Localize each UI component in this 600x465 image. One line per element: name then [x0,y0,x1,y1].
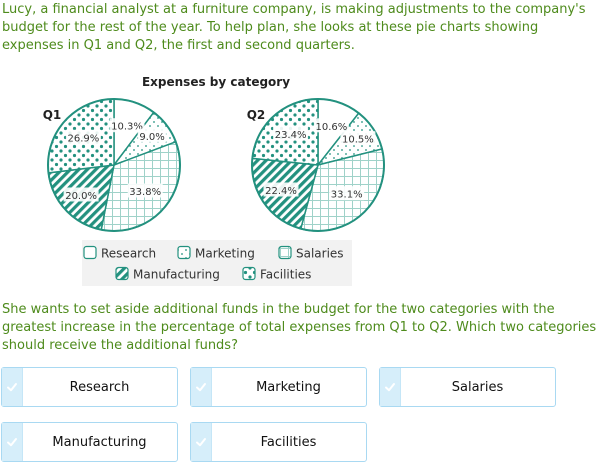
data-label-bg [137,128,167,143]
chart-title: Expenses by category [142,75,290,89]
choice-salaries[interactable]: Salaries [379,367,556,407]
data-label-q2-marketing: 10.5% [342,135,374,146]
data-label-q2-salaries: 33.1% [331,190,363,201]
data-label-q2-facilities: 23.4% [275,130,307,141]
data-label-bg [263,182,299,197]
pie-label-q2: Q2 [247,108,266,122]
choice-label: Salaries [451,379,504,395]
pie-outline [47,98,181,232]
intro-text: Lucy, a financial analyst at a furniture… [2,2,586,53]
checkmark-icon [7,383,17,392]
data-label-q1-manufacturing: 20.0% [65,191,97,202]
checkmark-icon [7,438,17,447]
choice-facilities[interactable]: Facilities [190,422,367,462]
data-label-bg [109,118,145,133]
data-label-bg [340,131,376,146]
data-label-q1-facilities: 26.9% [68,133,100,144]
question-prompt: She wants to set aside additional funds … [2,302,597,353]
choice-tab [2,368,23,406]
data-label-bg [65,129,101,144]
choice-tab [380,368,401,406]
choice-tab [191,368,212,406]
pie-label-q1: Q1 [43,108,62,122]
choice-manufacturing[interactable]: Manufacturing [1,422,178,462]
data-label-q1-research: 10.3% [111,122,143,133]
legend-label-research: Research [101,247,156,261]
data-label-q2-research: 10.6% [316,122,348,133]
data-label-q2-manufacturing: 22.4% [265,186,297,197]
legend-swatch-research [83,245,97,260]
pie-q2: 10.6% 10.5% 33.1% 22.4% 23.4% Q2 [247,98,385,232]
legend-label-marketing: Marketing [195,247,255,261]
data-label-bg [313,118,349,133]
chart-legend: Research Marketing Salaries Manufacturing Fa… [82,240,352,286]
choice-label: Manufacturing [52,434,147,450]
choice-marketing[interactable]: Marketing [190,367,367,407]
data-label-q1-marketing: 9.0% [139,132,164,143]
choice-research[interactable]: Research [1,367,178,407]
data-label-bg [329,186,365,201]
data-label-q1-salaries: 33.8% [129,187,161,198]
pie-q1: 10.3%9.0% 33.8% 20.0% 26.9% Q1 [43,98,181,232]
legend-swatch-facilities [242,266,256,281]
data-label-bg [127,183,163,198]
choice-label: Facilities [260,434,317,450]
choice-tab [2,423,23,461]
choice-tab [191,423,212,461]
pie-chart-figure: Expenses by category 10.3%9.0% 33.8% 20.0%… [43,75,385,286]
checkmark-icon [196,438,206,447]
data-label-bg [273,126,309,141]
legend-label-manufacturing: Manufacturing [133,268,220,282]
checkmark-icon [196,383,206,392]
legend-swatch-salaries [278,245,292,260]
checkmark-icon [385,383,395,392]
legend-swatch-manufacturing [115,266,129,281]
legend-swatch-marketing [177,245,191,260]
data-label-bg [63,187,99,202]
choice-label: Marketing [256,379,321,395]
pie-outline [251,98,385,232]
legend-label-salaries: Salaries [296,247,344,261]
choice-label: Research [69,379,130,395]
legend-label-facilities: Facilities [260,268,311,282]
